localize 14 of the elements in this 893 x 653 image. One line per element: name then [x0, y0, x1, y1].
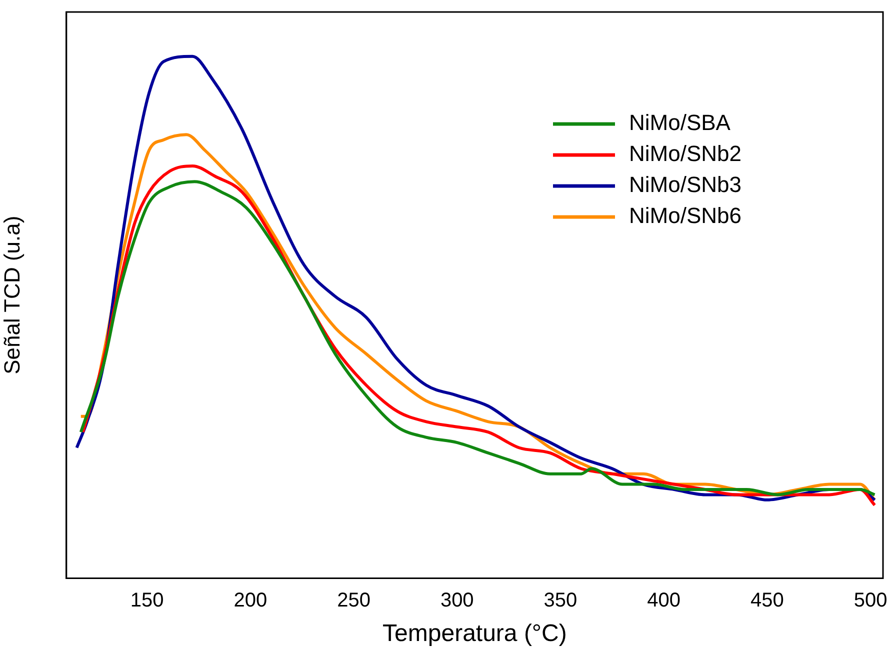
x-tick-label: 350 — [544, 590, 578, 612]
y-axis-title: Señal TCD (u.a) — [0, 216, 24, 374]
x-tick-label: 200 — [234, 590, 268, 612]
x-tick-label: 450 — [750, 590, 784, 612]
legend-label: NiMo/SBA — [629, 110, 731, 136]
x-tick-label: 400 — [647, 590, 681, 612]
x-axis-title: Temperatura (°C) — [382, 620, 567, 648]
x-tick-label: 300 — [440, 590, 474, 612]
x-tick-label: 150 — [130, 590, 164, 612]
legend-label: NiMo/SNb3 — [629, 172, 742, 198]
legend-label: NiMo/SNb6 — [629, 203, 742, 228]
x-tick-label: 250 — [337, 590, 370, 612]
x-tick-label: 500 — [854, 590, 888, 612]
legend-label: NiMo/SNb2 — [629, 141, 742, 166]
